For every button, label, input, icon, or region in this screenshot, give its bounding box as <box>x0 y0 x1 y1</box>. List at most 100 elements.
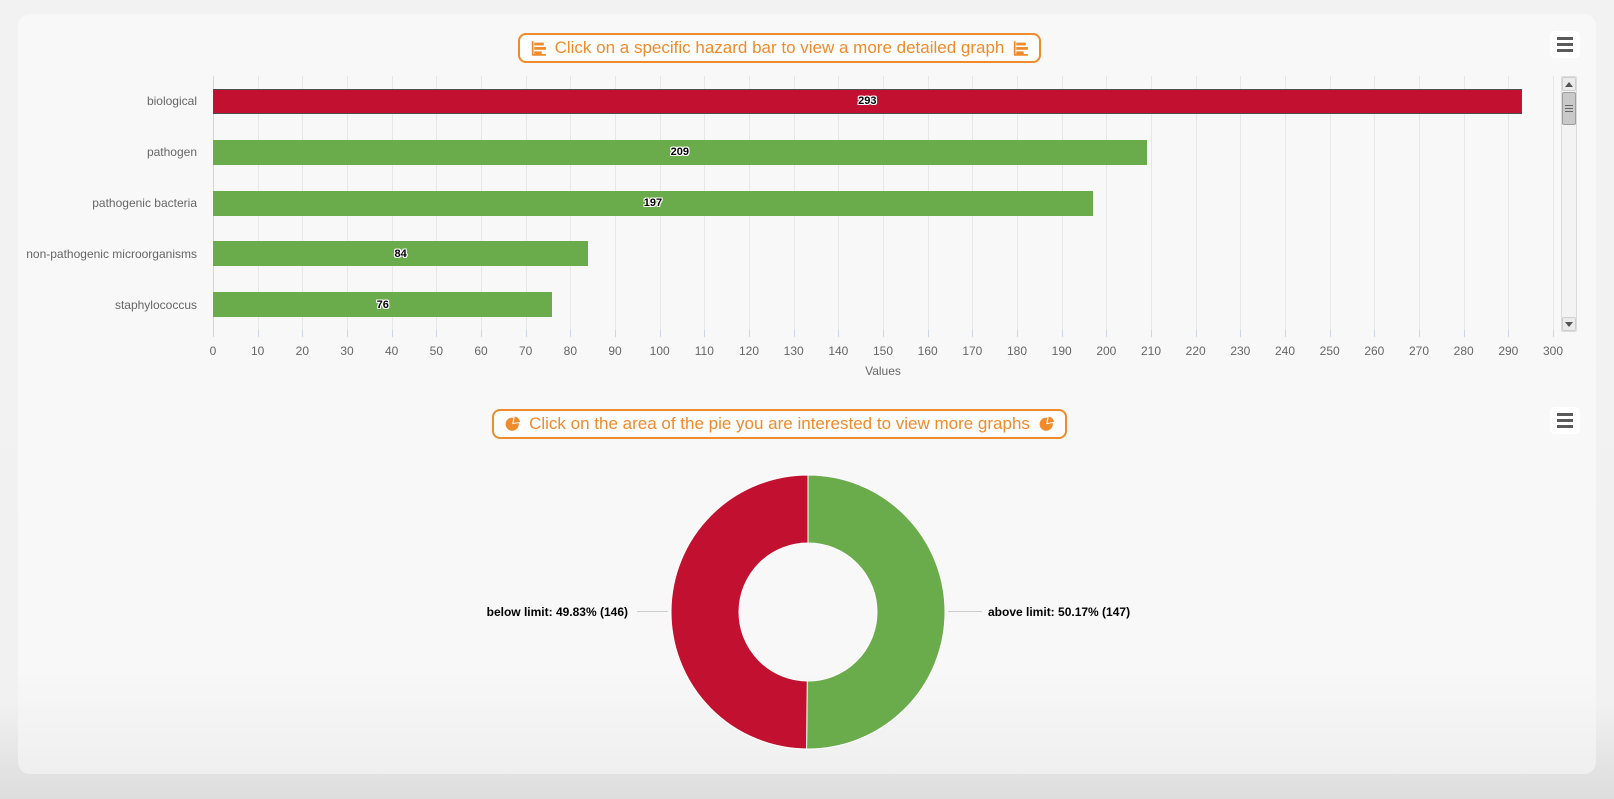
gridline <box>1329 76 1331 330</box>
bar-value-label: 293 <box>858 95 877 108</box>
axis-tick-label: 120 <box>738 344 760 358</box>
bar-chart-plot-area: 293 209 197 84 76 <box>213 76 1554 330</box>
hazard-bar-biological[interactable]: 293 <box>213 88 1522 114</box>
axis-tick <box>615 330 616 337</box>
pie-label-below-limit: below limit: 49.83% (146) <box>486 605 628 619</box>
axis-tick-label: 280 <box>1453 344 1474 358</box>
gridline <box>1463 76 1465 330</box>
bar-chart-menu-button[interactable] <box>1550 31 1580 58</box>
grip-icon <box>1565 105 1573 106</box>
pie-connector-left <box>637 611 668 612</box>
axis-tick-label: 170 <box>962 344 983 358</box>
hamburger-icon <box>1557 43 1573 46</box>
axis-tick <box>1463 330 1465 337</box>
axis-tick <box>1106 330 1108 337</box>
bar-chart-icon <box>1014 40 1029 56</box>
gridline <box>1553 76 1554 330</box>
bar-chart-scrollbar[interactable] <box>1561 76 1577 332</box>
axis-tick-label: 250 <box>1319 344 1340 358</box>
axis-tick <box>972 330 974 337</box>
axis-tick <box>927 330 929 337</box>
pie-chart-menu-button[interactable] <box>1550 407 1580 434</box>
axis-tick-label: 30 <box>340 344 354 358</box>
pie-connector-right <box>948 611 982 612</box>
dashboard-panel: Click on a specific hazard bar to view a… <box>18 14 1596 774</box>
axis-tick <box>1553 330 1554 337</box>
bar-value-label: 209 <box>670 146 689 159</box>
axis-tick <box>1240 330 1242 337</box>
scrollbar-up-button[interactable] <box>1562 77 1576 91</box>
axis-tick <box>391 330 393 337</box>
bar-chart-title-text: Click on a specific hazard bar to view a… <box>554 38 1005 57</box>
hamburger-icon <box>1557 419 1573 422</box>
axis-tick-label: 240 <box>1274 344 1296 358</box>
gridline <box>1285 76 1286 330</box>
bar-chart-axis-labels: 0 10 20 30 40 50 60 70 80 90 100 110 120 130 140 150 160… <box>209 344 1563 358</box>
axis-tick <box>1195 330 1197 337</box>
axis-tick-label: 110 <box>694 344 714 358</box>
axis-tick-label: 230 <box>1230 344 1251 358</box>
axis-tick-label: 90 <box>608 344 622 358</box>
axis-tick-label: 180 <box>1006 344 1028 358</box>
bar-chart-icon <box>531 40 546 56</box>
axis-tick <box>525 330 527 337</box>
bar-chart-axis-title: Values <box>865 364 901 378</box>
hamburger-icon <box>1557 37 1573 40</box>
axis-tick <box>793 330 795 337</box>
pie-chart-title: Click on the area of the pie you are int… <box>492 409 1067 439</box>
axis-tick-label: 20 <box>295 344 310 358</box>
axis-tick <box>1508 330 1510 337</box>
pie-chart-icon <box>505 416 521 431</box>
axis-tick <box>1017 330 1018 337</box>
hazard-bar-staphylococcus[interactable]: 76 <box>213 292 553 318</box>
triangle-up-icon <box>1565 81 1573 87</box>
axis-tick <box>749 330 750 337</box>
axis-tick <box>1419 330 1420 337</box>
bar-chart-tick-marks <box>213 330 1554 338</box>
pie-chart-icon <box>1039 416 1055 431</box>
axis-tick <box>347 330 348 337</box>
gridline <box>1374 76 1376 330</box>
axis-tick <box>481 330 482 337</box>
gridline <box>1106 76 1108 330</box>
scrollbar-down-button[interactable] <box>1562 317 1576 331</box>
pie-chart-title-text: Click on the area of the pie you are int… <box>529 414 1030 433</box>
hamburger-icon <box>1557 413 1573 416</box>
hazard-bar-non-pathogenic-microorganisms[interactable]: 84 <box>213 241 589 267</box>
pie-slice-below-limit[interactable] <box>670 474 809 750</box>
category-label: non-pathogenic microorganisms <box>26 246 197 261</box>
axis-tick <box>1374 330 1376 337</box>
gridline <box>1151 76 1152 330</box>
axis-tick-label: 210 <box>1140 344 1162 358</box>
hazard-bar-pathogen[interactable]: 209 <box>213 139 1147 165</box>
axis-tick <box>1285 330 1286 337</box>
axis-tick-label: 270 <box>1408 344 1430 358</box>
axis-tick-label: 160 <box>917 344 938 358</box>
axis-tick-label: 0 <box>209 344 217 358</box>
category-label: biological <box>146 94 197 109</box>
bar-chart-category-labels: biological pathogen pathogenic bacteria non… <box>18 76 205 330</box>
bar-chart-title-wrap: Click on a specific hazard bar to view a… <box>18 33 1541 63</box>
axis-tick-label: 100 <box>649 344 670 358</box>
gridline <box>1240 76 1242 330</box>
pie-label-above-limit: above limit: 50.17% (147) <box>988 605 1131 619</box>
axis-tick <box>436 330 438 337</box>
triangle-down-icon <box>1565 321 1573 327</box>
axis-tick <box>883 330 884 337</box>
axis-tick-label: 10 <box>250 344 265 358</box>
axis-tick <box>704 330 706 337</box>
bar-value-label: 76 <box>376 298 389 311</box>
axis-tick-label: 80 <box>563 344 578 358</box>
axis-tick <box>1061 330 1063 337</box>
scrollbar-thumb[interactable] <box>1562 92 1576 125</box>
pie-slice-above-limit[interactable] <box>806 474 946 750</box>
axis-tick-label: 50 <box>429 344 444 358</box>
axis-tick <box>570 330 572 337</box>
axis-tick-label: 150 <box>872 344 894 358</box>
axis-tick-label: 290 <box>1498 344 1519 358</box>
hazard-bar-pathogenic-bacteria[interactable]: 197 <box>213 190 1093 216</box>
axis-tick-label: 190 <box>1051 344 1072 358</box>
hamburger-icon <box>1557 49 1573 52</box>
axis-tick-label: 300 <box>1542 344 1564 358</box>
axis-tick-label: 140 <box>828 344 849 358</box>
